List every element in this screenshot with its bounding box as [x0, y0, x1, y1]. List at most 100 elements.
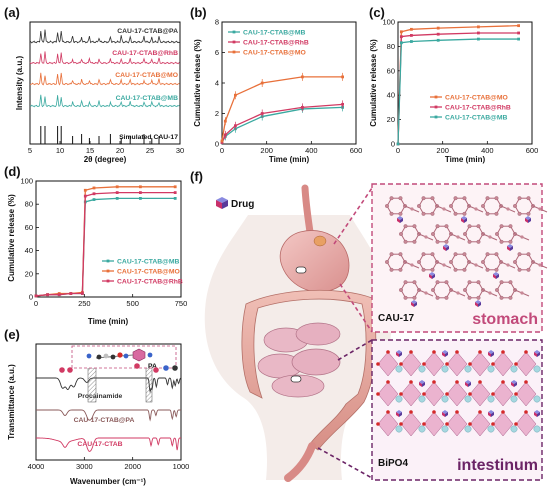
mof-atom: [499, 224, 504, 229]
x-tick-label: 3000: [76, 462, 93, 471]
xrd-series-label: Simulated CAU-17: [119, 134, 178, 141]
mof-atom: [453, 267, 458, 272]
bipo4-o-atom: [491, 422, 495, 426]
drug-cube: [528, 218, 531, 223]
bipo4-polyhedron: [469, 411, 491, 437]
bipo4-polyhedron: [400, 351, 422, 377]
mof-atom: [481, 260, 485, 264]
cau17-label: CAU-17: [378, 313, 415, 324]
x-tick-label: 10: [56, 146, 64, 155]
panel-label-b: (b): [190, 5, 207, 20]
mof-atom: [517, 211, 522, 216]
ftir-series-label: Procainamide: [78, 393, 123, 400]
data-point: [92, 198, 96, 201]
chart-a-xlabel: 2θ (degree): [84, 155, 127, 164]
mof-atom: [412, 280, 417, 285]
chart-a: 5 10 15 20 25 30 CAU-17-CTAB@PA CAU-17-CTAB@Rh…: [15, 21, 184, 164]
mof-atom: [389, 196, 394, 201]
bipo4-o-atom: [399, 422, 403, 426]
data-point: [260, 112, 264, 115]
mof-atom: [431, 288, 435, 292]
chart-e-markers: [59, 363, 178, 373]
y-tick-label: 20: [387, 115, 395, 124]
x-tick-label: 200: [436, 146, 449, 155]
bipo4-bi-atom: [441, 365, 449, 373]
bipo4-polyhedron: [377, 411, 399, 437]
mof-atom: [444, 224, 449, 229]
mof-atom: [442, 263, 446, 267]
data-point: [81, 292, 84, 295]
mof-atom: [476, 239, 481, 244]
data-point: [301, 75, 304, 79]
bipo4-polyhedron: [515, 411, 537, 437]
bipo4-polyhedron: [515, 381, 537, 407]
ftir-series-label: CAU-17-CTAB@PA: [74, 417, 135, 424]
mof-atom: [488, 291, 492, 295]
ftir-spectrum-1: [36, 409, 181, 422]
bipo4-o-atom: [386, 350, 390, 354]
data-point: [92, 186, 96, 190]
chart-e-xlabel: Wavenumber (cm⁻¹): [70, 477, 146, 486]
mof-atom: [444, 295, 449, 300]
mof-atom: [462, 196, 467, 201]
data-point: [517, 24, 520, 28]
drug-cube: [464, 218, 467, 223]
xrd-series-label: CAU-17-CTAB@RhB: [112, 50, 178, 57]
bipo4-structure: [376, 350, 541, 437]
mof-atom: [430, 252, 435, 257]
intestinum-label: intestinum: [457, 457, 538, 474]
x-tick-label: 15: [86, 146, 94, 155]
data-point: [115, 197, 119, 200]
bipo4-o-atom: [501, 380, 505, 384]
drug-cube: [429, 274, 432, 279]
bipo4-polyhedron: [423, 351, 445, 377]
mof-atom: [538, 263, 542, 267]
data-point: [92, 192, 96, 196]
drug-cube: [488, 412, 491, 417]
bipo4-polyhedron: [469, 351, 491, 377]
chart-c-frame: [397, 21, 533, 145]
mof-atom: [494, 252, 499, 257]
bipo4-polyhedron: [446, 351, 468, 377]
mof-atom: [417, 260, 421, 264]
mof-atom: [467, 224, 472, 229]
legend-entry: CAU-17-CTAB@MB: [445, 115, 507, 122]
series-line-0: [397, 25, 519, 145]
drug-cube: [491, 412, 494, 417]
data-point: [477, 25, 480, 29]
drug-cube: [422, 382, 425, 387]
pa-annotation: PA: [148, 363, 157, 370]
mof-atom: [430, 267, 435, 272]
bipo4-bi-atom: [464, 395, 472, 403]
bipo4-bi-atom: [510, 395, 518, 403]
data-point: [220, 141, 224, 144]
legend-marker: [232, 30, 236, 34]
bipo4-bi-atom: [395, 395, 403, 403]
data-point: [223, 119, 227, 123]
mof-atom: [462, 267, 467, 272]
bipo4-o-atom: [422, 392, 426, 396]
bipo4-bi-atom: [510, 365, 518, 373]
data-point: [139, 197, 142, 200]
data-point: [115, 185, 119, 189]
mof-atom: [474, 207, 478, 211]
mof-atom: [476, 224, 481, 229]
chart-a-series: CAU-17-CTAB@PA CAU-17-CTAB@RhB CAU-17-CTAB…: [29, 28, 180, 144]
y-tick-label: 40: [25, 246, 33, 255]
legend-marker: [106, 279, 110, 283]
data-point: [399, 41, 403, 45]
bipo4-o-atom: [376, 422, 380, 426]
mof-atom: [398, 196, 403, 201]
mof-atom: [485, 267, 490, 272]
x-tick-label: 500: [126, 299, 139, 308]
drug-cube: [461, 218, 464, 223]
legend-marker: [106, 259, 110, 263]
mof-atom: [508, 295, 513, 300]
mof-atom: [453, 211, 458, 216]
chart-d-legend: CAU-17-CTAB@MB CAU-17-CTAB@MO CAU-17-CTAB@…: [102, 259, 183, 286]
mof-atom: [399, 288, 403, 292]
x-tick-label: 25: [146, 146, 154, 155]
mof-atom: [453, 196, 458, 201]
mof-atom: [403, 295, 408, 300]
mof-atom: [403, 239, 408, 244]
